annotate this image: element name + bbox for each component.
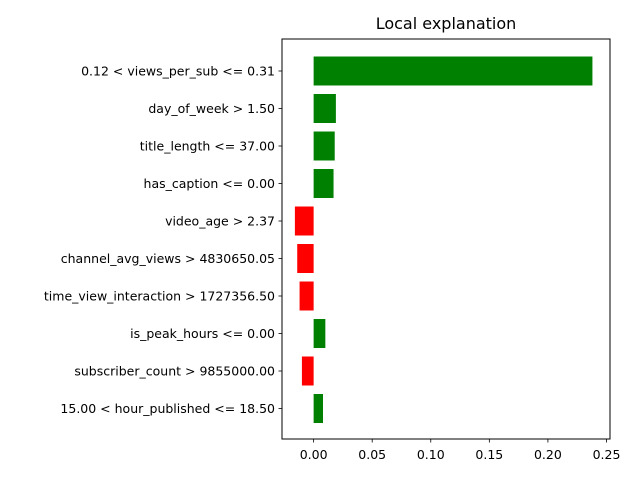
bar-1 bbox=[313, 56, 593, 86]
y-tick-label: subscriber_count > 9855000.00 bbox=[74, 364, 275, 379]
bar-9 bbox=[301, 356, 314, 386]
y-tick-label: channel_avg_views > 4830650.05 bbox=[61, 251, 275, 266]
plot-frame bbox=[281, 38, 611, 440]
x-tick-label: 0.15 bbox=[475, 447, 503, 462]
chart-title: Local explanation bbox=[376, 14, 517, 33]
x-tick-label: 0.10 bbox=[417, 447, 445, 462]
bar-4 bbox=[313, 169, 334, 198]
bar-3 bbox=[313, 131, 335, 161]
y-tick-label: time_view_interaction > 1727356.50 bbox=[44, 289, 275, 304]
y-tick-label: is_peak_hours <= 0.00 bbox=[130, 326, 275, 341]
x-axis: 0.00 0.05 0.10 0.15 0.20 0.25 bbox=[300, 439, 621, 462]
bar-2 bbox=[313, 94, 336, 123]
bar-10 bbox=[313, 394, 323, 423]
x-tick-label: 0.25 bbox=[593, 447, 621, 462]
bars-layer bbox=[294, 56, 593, 423]
bar-6 bbox=[297, 244, 314, 273]
y-tick-label: 0.12 < views_per_sub <= 0.31 bbox=[81, 64, 275, 79]
y-tick-label: video_age > 2.37 bbox=[165, 214, 275, 229]
x-tick-label: 0.05 bbox=[358, 447, 386, 462]
y-tick-label: has_caption <= 0.00 bbox=[144, 176, 276, 191]
y-axis: 0.12 < views_per_sub <= 0.31 day_of_week … bbox=[44, 64, 282, 416]
bar-8 bbox=[313, 319, 326, 348]
x-tick-label: 0.00 bbox=[300, 447, 328, 462]
y-tick-label: day_of_week > 1.50 bbox=[148, 101, 275, 116]
y-tick-label: 15.00 < hour_published <= 18.50 bbox=[60, 401, 275, 416]
bar-5 bbox=[294, 206, 314, 236]
y-tick-label: title_length <= 37.00 bbox=[140, 139, 275, 154]
x-tick-label: 0.20 bbox=[534, 447, 562, 462]
bar-7 bbox=[299, 281, 314, 311]
